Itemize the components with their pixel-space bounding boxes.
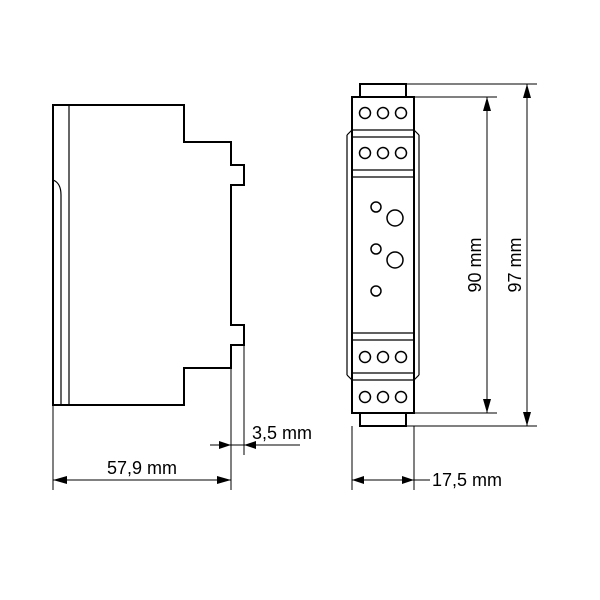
terminal-row-4	[360, 392, 407, 403]
side-profile	[53, 105, 244, 405]
terminal-row-1	[360, 108, 407, 119]
front-body	[352, 97, 414, 413]
front-controls	[371, 202, 403, 296]
dim-h90: 90 mm	[414, 97, 497, 413]
front-view	[347, 84, 419, 426]
technical-drawing: 57,9 mm 3,5 mm	[0, 0, 600, 600]
terminal-row-2	[360, 148, 407, 159]
dim-width: 17,5 mm	[352, 426, 502, 490]
dim-clip: 3,5 mm	[210, 345, 312, 455]
dim-depth-label: 57,9 mm	[107, 458, 177, 478]
dim-clip-label: 3,5 mm	[252, 423, 312, 443]
side-detail-notch	[53, 180, 61, 405]
terminal-row-3	[360, 352, 407, 363]
dim-depth: 57,9 mm	[53, 368, 231, 490]
dim-h97-label: 97 mm	[505, 237, 525, 292]
front-bottom-tab	[360, 413, 406, 426]
front-top-tab	[360, 84, 406, 97]
dim-width-label: 17,5 mm	[432, 470, 502, 490]
side-body-outline	[53, 105, 244, 405]
dim-h90-label: 90 mm	[465, 237, 485, 292]
